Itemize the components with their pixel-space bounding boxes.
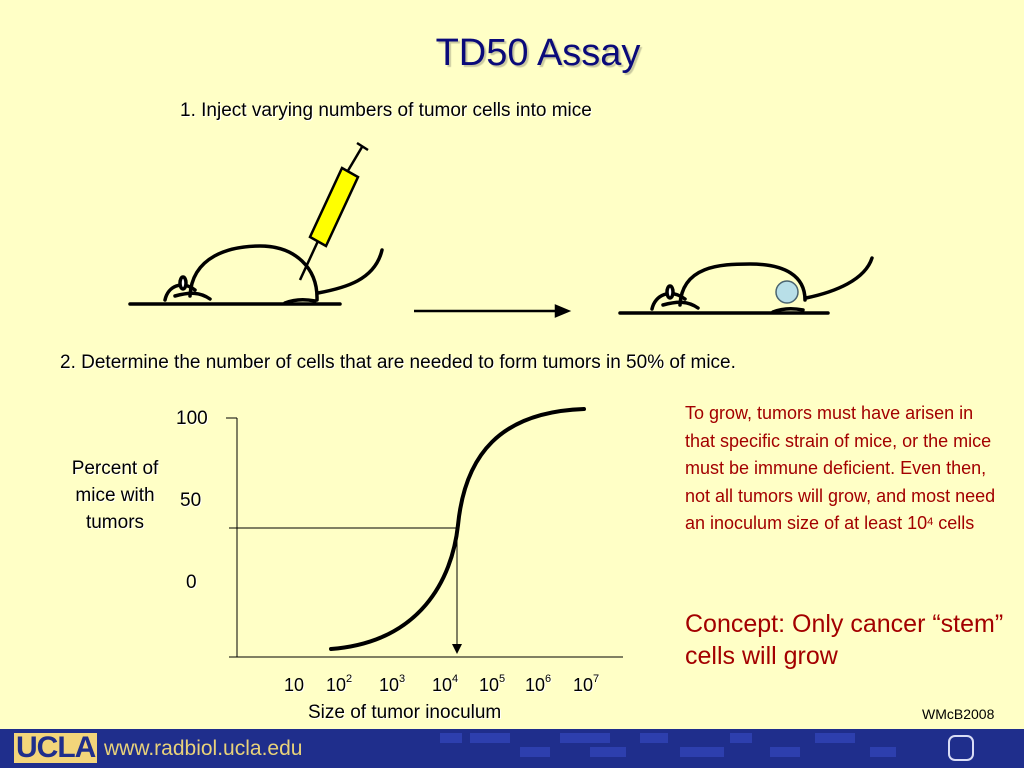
td50-arrowhead: [452, 644, 462, 654]
mouse-right: [618, 256, 874, 315]
credit-text: WMcB2008: [922, 706, 995, 722]
slide-title: TD50 Assay: [435, 32, 641, 74]
ucla-logo: UCLA: [14, 731, 98, 764]
mouse-left: [128, 244, 384, 306]
concept-text: Concept: Only cancer “stem” cells will g…: [685, 610, 1004, 670]
x-tick-label: 104: [432, 673, 459, 695]
rounded-square-icon: [948, 735, 974, 761]
x-axis-label: Size of tumor inoculum: [308, 702, 502, 723]
step-1-text: 1. Inject varying numbers of tumor cells…: [180, 100, 592, 121]
explanation-note: To grow, tumors must have arisen in that…: [685, 403, 996, 533]
arrow-icon: [414, 304, 572, 318]
x-tick-label: 102: [326, 673, 353, 695]
y-tick-label-50: 50: [180, 490, 202, 511]
x-tick-label: 106: [525, 673, 552, 695]
syringe-icon: [298, 141, 369, 281]
y-tick-label-0: 0: [186, 572, 197, 593]
y-tick-label-100: 100: [176, 408, 208, 429]
x-tick-label: 105: [479, 673, 506, 695]
tumor-icon: [775, 280, 799, 304]
x-tick-label: 107: [573, 673, 600, 695]
dose-response-curve: [329, 407, 586, 651]
footer-bar: UCLA www.radbiol.ucla.edu: [0, 729, 1024, 768]
x-tick-label: 10: [284, 675, 305, 695]
step-2-text: 2. Determine the number of cells that ar…: [60, 352, 736, 373]
x-tick-label: 103: [379, 673, 406, 695]
footer-url-link[interactable]: www.radbiol.ucla.edu: [104, 737, 303, 760]
y-axis-label: Percent of mice with tumors: [71, 458, 159, 533]
